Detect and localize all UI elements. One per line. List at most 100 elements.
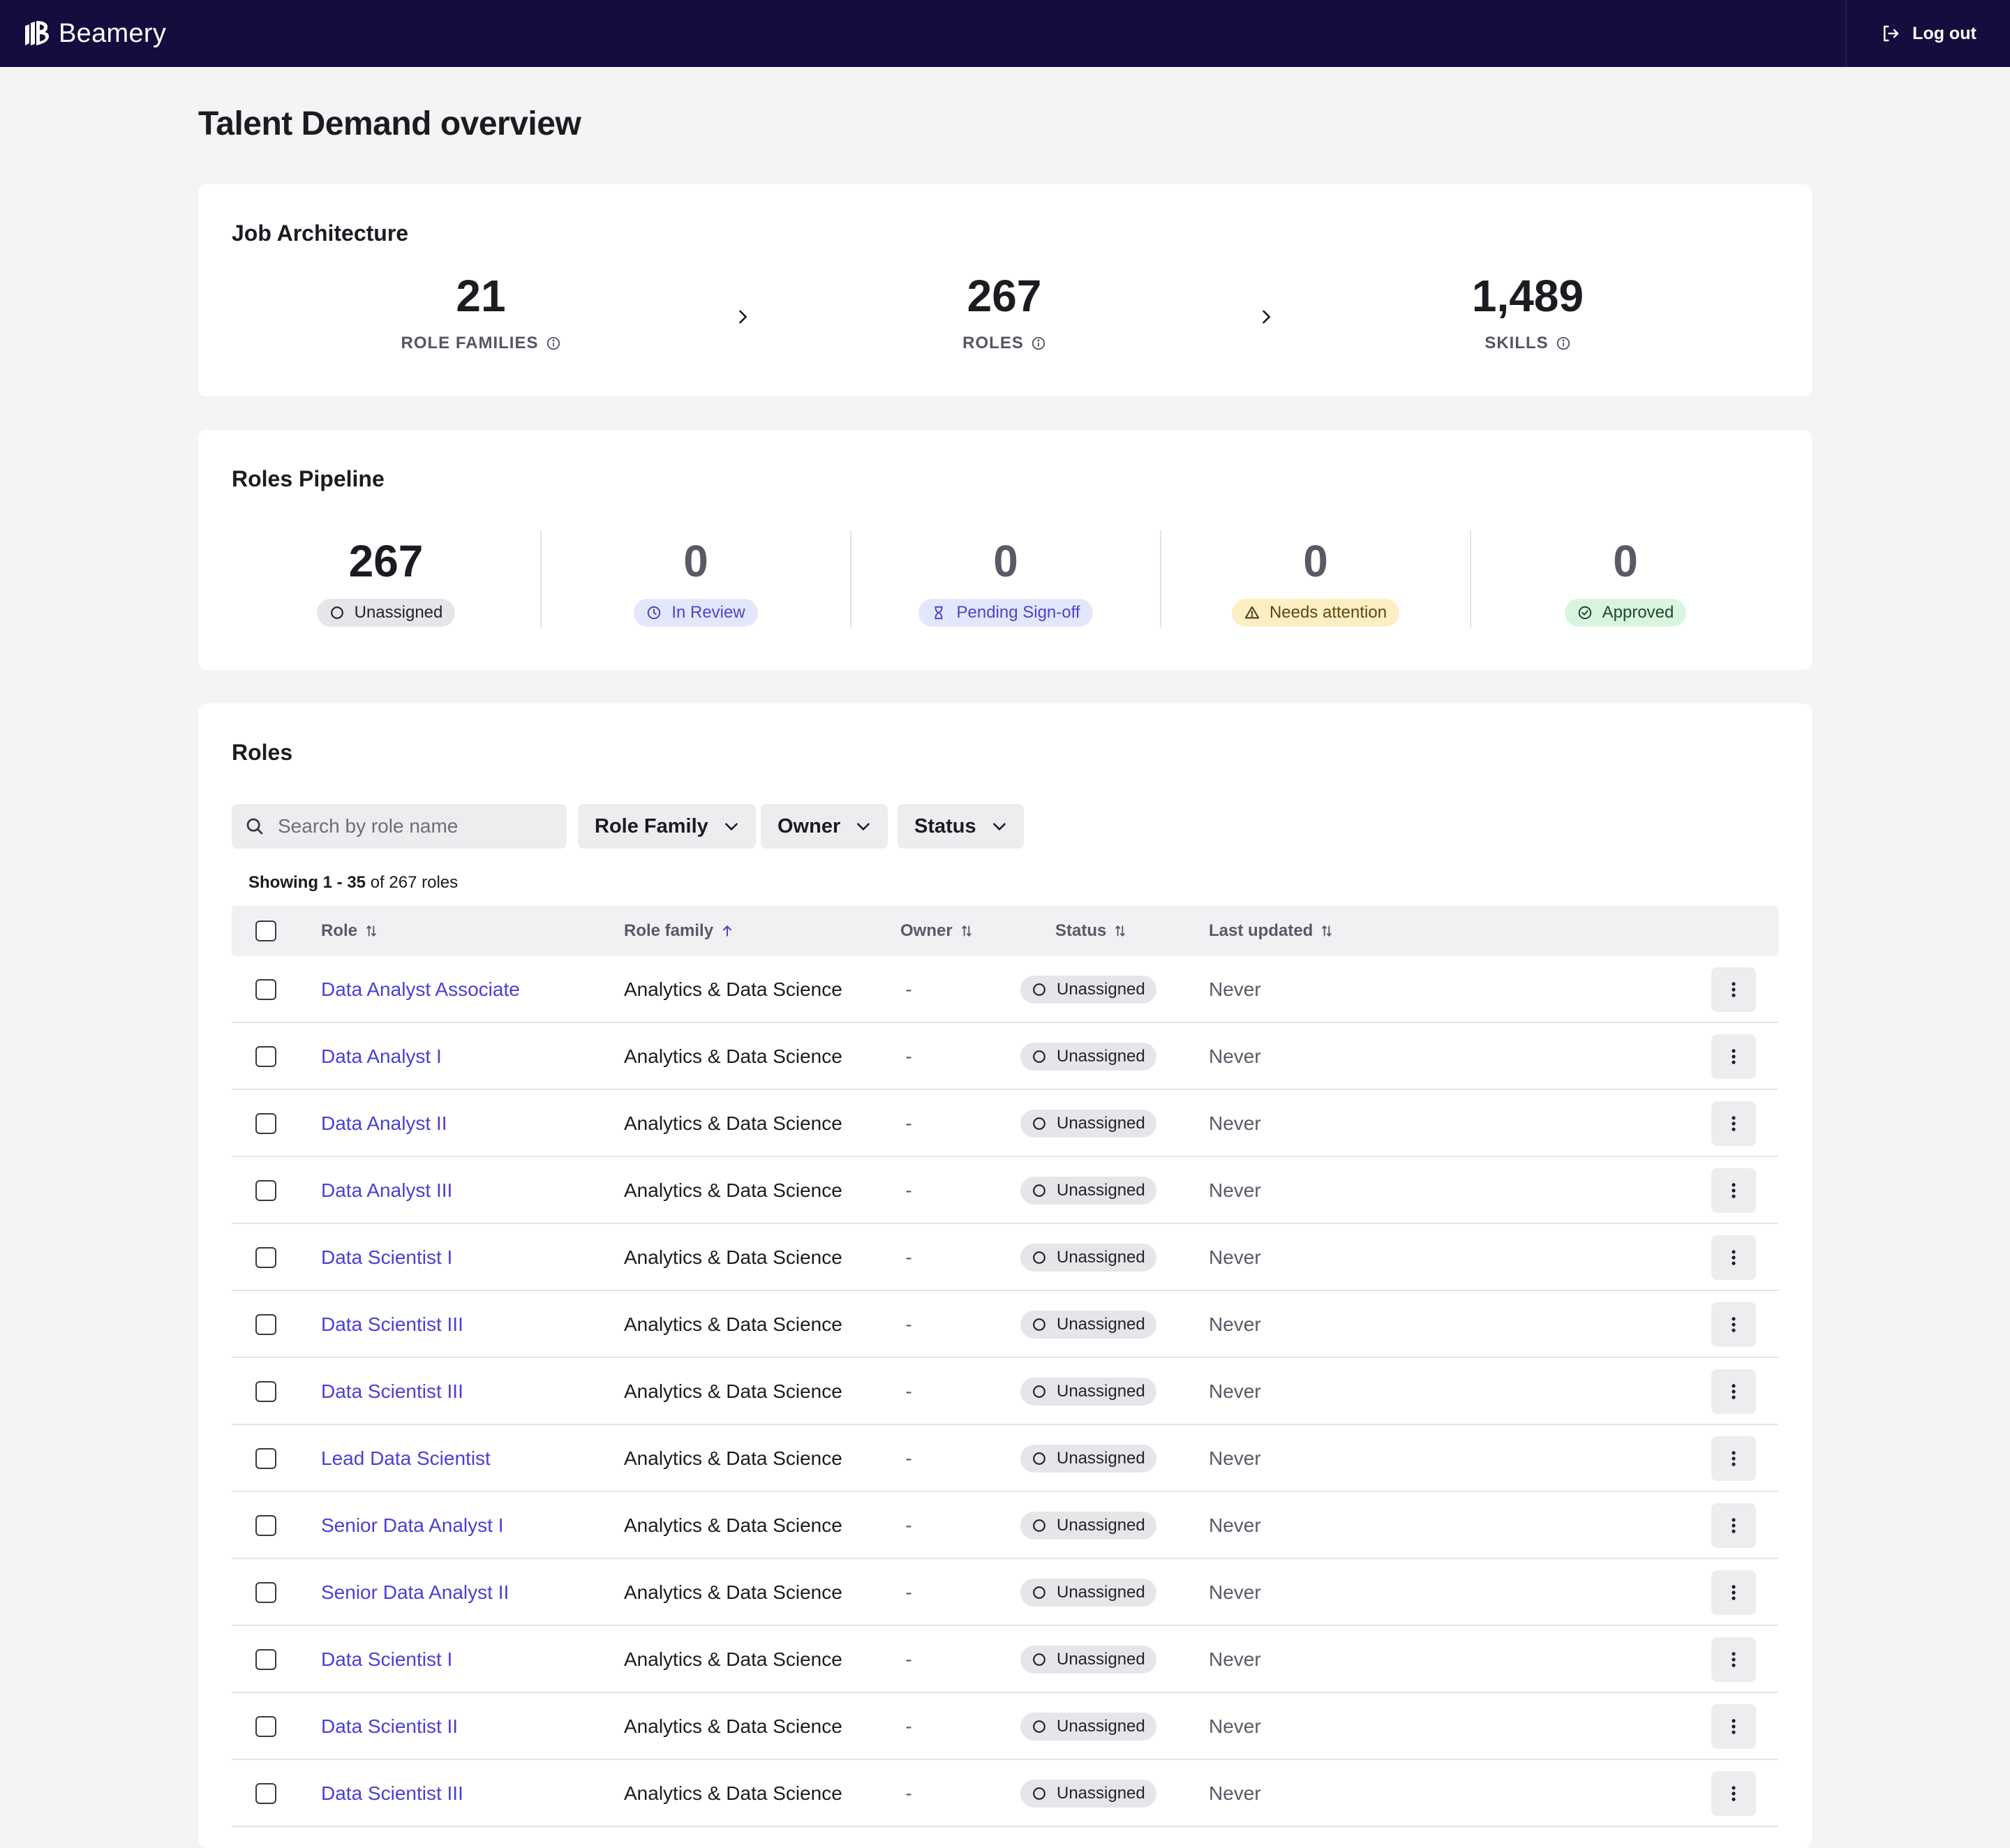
info-icon[interactable] (1556, 336, 1571, 351)
circle-icon (1033, 1184, 1045, 1197)
row-actions-button[interactable] (1711, 1570, 1756, 1615)
row-checkbox[interactable] (255, 1448, 276, 1469)
column-role-family[interactable]: Role family (624, 906, 734, 956)
status-badge: Unassigned (1020, 1713, 1156, 1741)
column-role-label: Role (321, 921, 358, 940)
role-link[interactable]: Data Scientist II (321, 1715, 459, 1737)
row-actions-button[interactable] (1711, 967, 1756, 1012)
role-family-filter-label: Role Family (595, 814, 708, 837)
role-link[interactable]: Senior Data Analyst I (321, 1514, 504, 1536)
status-cell: Unassigned (1020, 1023, 1156, 1090)
role-link[interactable]: Data Scientist I (321, 1648, 453, 1670)
table-row: Data Scientist I Analytics & Data Science… (232, 1626, 1778, 1693)
role-link[interactable]: Lead Data Scientist (321, 1447, 491, 1469)
status-badge: Unassigned (1020, 1512, 1156, 1540)
role-link[interactable]: Data Scientist I (321, 1246, 453, 1268)
pipeline-needs-attention[interactable]: 0 Needs attention (1161, 530, 1470, 628)
role-family-filter[interactable]: Role Family (578, 804, 756, 849)
row-checkbox[interactable] (255, 1113, 276, 1134)
column-last-updated-label: Last updated (1209, 921, 1313, 940)
role-families-count: 21 (456, 271, 506, 321)
column-last-updated[interactable]: Last updated (1209, 906, 1334, 956)
pipeline-in-review[interactable]: 0 In Review (542, 530, 850, 628)
roles-stat[interactable]: 267 ROLES (865, 274, 1144, 353)
role-link[interactable]: Senior Data Analyst II (321, 1581, 509, 1603)
divider (540, 530, 542, 628)
job-architecture-title: Job Architecture (232, 221, 409, 246)
row-checkbox[interactable] (255, 1515, 276, 1536)
row-checkbox[interactable] (255, 1649, 276, 1670)
status-label: Unassigned (1057, 1449, 1145, 1468)
row-checkbox[interactable] (255, 1716, 276, 1737)
circle-icon (1033, 1519, 1045, 1532)
search-input[interactable] (276, 814, 556, 838)
status-label: Unassigned (1057, 1248, 1145, 1267)
more-vertical-icon (1732, 1384, 1736, 1399)
circle-icon (1033, 1787, 1045, 1800)
row-checkbox[interactable] (255, 1314, 276, 1335)
info-icon[interactable] (1031, 336, 1046, 351)
status-cell: Unassigned (1020, 956, 1156, 1023)
last-updated-cell: Never (1209, 1715, 1261, 1737)
row-checkbox[interactable] (255, 1381, 276, 1402)
row-actions-button[interactable] (1711, 1034, 1756, 1079)
status-filter[interactable]: Status (898, 804, 1024, 849)
last-updated-cell: Never (1209, 1112, 1261, 1134)
pending-signoff-badge: Pending Sign-off (918, 599, 1093, 627)
row-checkbox[interactable] (255, 1582, 276, 1603)
column-status[interactable]: Status (1055, 906, 1127, 956)
row-actions-button[interactable] (1711, 1704, 1756, 1749)
role-link[interactable]: Data Analyst III (321, 1179, 453, 1201)
row-actions-button[interactable] (1711, 1235, 1756, 1280)
status-label: Unassigned (1057, 1181, 1145, 1200)
column-owner[interactable]: Owner (900, 906, 974, 956)
pipeline-approved[interactable]: 0 Approved (1471, 530, 1780, 628)
row-actions-button[interactable] (1711, 1101, 1756, 1146)
role-link[interactable]: Data Scientist III (321, 1313, 463, 1335)
table-row: Data Scientist II Analytics & Data Scienc… (232, 1693, 1778, 1760)
role-link[interactable]: Data Analyst Associate (321, 978, 520, 1000)
role-families-stat[interactable]: 21 ROLE FAMILIES (341, 274, 620, 353)
column-role[interactable]: Role (321, 906, 378, 956)
status-cell: Unassigned (1020, 1492, 1156, 1559)
search-box[interactable] (232, 804, 567, 849)
row-actions-button[interactable] (1711, 1771, 1756, 1816)
role-link[interactable]: Data Scientist III (321, 1380, 463, 1402)
row-actions-button[interactable] (1711, 1369, 1756, 1414)
row-checkbox[interactable] (255, 1046, 276, 1067)
row-actions-button[interactable] (1711, 1637, 1756, 1682)
row-actions-button[interactable] (1711, 1503, 1756, 1548)
pipeline-approved-count: 0 (1613, 536, 1638, 586)
row-checkbox[interactable] (255, 1247, 276, 1268)
brand[interactable]: Beamery (21, 17, 166, 50)
select-all-checkbox[interactable] (255, 921, 276, 941)
column-role-family-label: Role family (624, 921, 714, 940)
page-title: Talent Demand overview (198, 105, 581, 142)
owner-cell: - (905, 1246, 912, 1268)
row-checkbox[interactable] (255, 1180, 276, 1201)
last-updated-cell: Never (1209, 1447, 1261, 1469)
row-checkbox[interactable] (255, 979, 276, 1000)
row-actions-button[interactable] (1711, 1168, 1756, 1213)
logout-button[interactable]: Log out (1845, 0, 2010, 67)
status-badge: Unassigned (1020, 1244, 1156, 1272)
last-updated-cell: Never (1209, 1648, 1261, 1670)
status-badge: Unassigned (1020, 1579, 1156, 1607)
role-link[interactable]: Data Analyst I (321, 1045, 442, 1067)
info-icon[interactable] (546, 336, 561, 351)
row-checkbox[interactable] (255, 1783, 276, 1804)
status-badge: Unassigned (1020, 1378, 1156, 1406)
status-badge: Unassigned (1020, 976, 1156, 1004)
status-badge: Unassigned (1020, 1043, 1156, 1071)
role-link[interactable]: Data Analyst II (321, 1112, 447, 1134)
row-actions-button[interactable] (1711, 1436, 1756, 1481)
status-cell: Unassigned (1020, 1224, 1156, 1291)
row-actions-button[interactable] (1711, 1302, 1756, 1347)
pipeline-pending-signoff[interactable]: 0 Pending Sign-off (851, 530, 1160, 628)
skills-stat[interactable]: 1,489 SKILLS (1388, 274, 1667, 353)
divider (850, 530, 851, 628)
owner-filter[interactable]: Owner (761, 804, 888, 849)
pipeline-unassigned[interactable]: 267 Unassigned (232, 530, 540, 628)
chevron-down-icon (992, 823, 1006, 831)
role-link[interactable]: Data Scientist III (321, 1782, 463, 1804)
